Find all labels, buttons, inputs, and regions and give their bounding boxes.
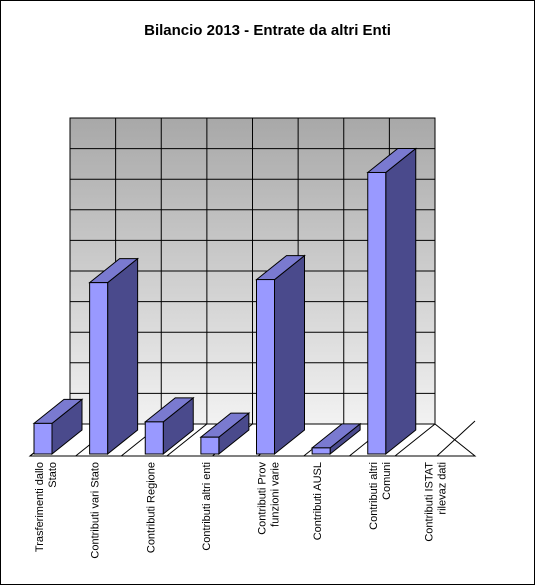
bar-front-face	[256, 279, 275, 455]
bar-side-face	[274, 254, 305, 456]
category-label-line: Contributi Prov	[257, 462, 269, 535]
category-label-line: Contributi ISTAT	[423, 462, 435, 542]
bar	[366, 147, 418, 456]
chart-title: Bilancio 2013 - Entrate da altri Enti	[144, 22, 391, 39]
category-label-line: Stato	[47, 462, 59, 488]
category-label: Contributi altri enti	[201, 462, 213, 551]
floor-edge-line	[436, 420, 476, 457]
bar	[143, 396, 195, 456]
bar-front-face	[144, 421, 164, 455]
category-label: Contributi ISTATrilevaz dati	[423, 462, 448, 542]
bar-side-face	[385, 147, 417, 456]
bar	[310, 422, 362, 456]
bar-front-face	[33, 422, 53, 455]
category-label-line: rilevaz dati	[436, 462, 448, 515]
category-label: Contributi Regione	[145, 462, 157, 553]
category-label-line: Contributi vari Stato	[90, 462, 102, 559]
category-label-line: Contributi Regione	[145, 462, 157, 553]
category-label-line: Comuni	[381, 462, 393, 500]
category-label-line: funzioni varie	[270, 462, 282, 527]
category-label: Contributi Provfunzioni varie	[257, 462, 282, 535]
bar-front-face	[89, 282, 109, 455]
bar-front-face	[367, 171, 387, 455]
bar-front-face	[200, 436, 220, 455]
category-label: Contributi altriComuni	[368, 462, 393, 530]
category-label-line: Trasferimenti dallo	[34, 462, 46, 552]
category-label: Trasferimenti dalloStato	[34, 462, 59, 552]
category-label-line: Contributi altri enti	[201, 462, 213, 551]
category-label: Contributi vari Stato	[90, 462, 102, 559]
floor-category-line	[166, 423, 208, 457]
category-label: Contributi AUSL	[312, 462, 324, 540]
bar-front-face	[311, 447, 331, 455]
floor-category-line	[394, 423, 436, 457]
bar	[255, 254, 306, 456]
bar	[199, 412, 251, 456]
bar-side-face	[107, 257, 139, 456]
bar	[88, 257, 140, 456]
category-label-line: Contributi AUSL	[312, 462, 324, 540]
bar	[32, 398, 84, 456]
category-label-line: Contributi altri	[368, 462, 380, 530]
